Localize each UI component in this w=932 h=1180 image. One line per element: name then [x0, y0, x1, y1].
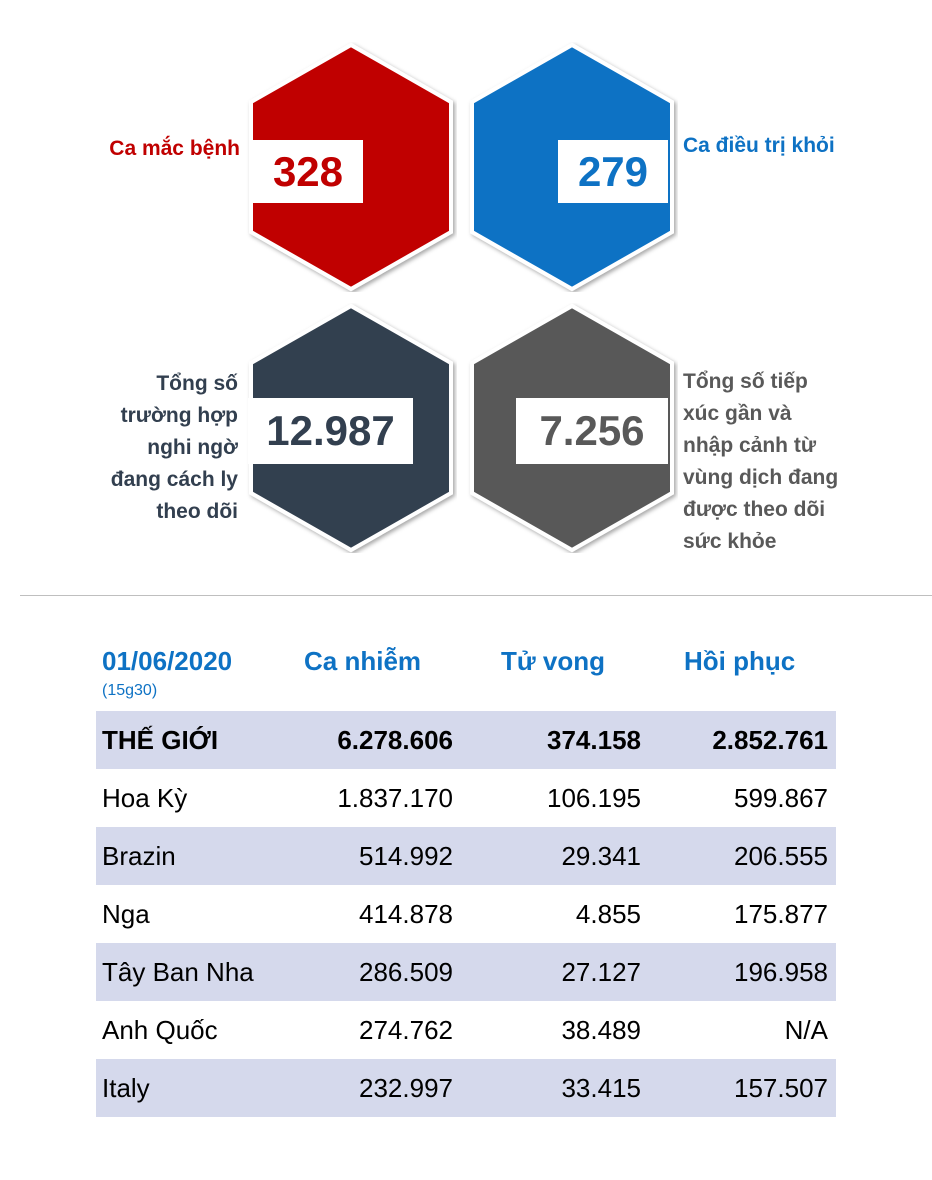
table-row: Brazin 514.992 29.341 206.555	[96, 827, 836, 885]
row-cases: 286.509	[359, 957, 453, 987]
monitored-value: 7.256	[516, 398, 668, 464]
quarantined-label: Tổng số trường hợp nghi ngờ đang cách ly…	[110, 372, 238, 523]
row-recovered: 175.877	[734, 899, 828, 929]
row-name: THẾ GIỚI	[102, 725, 219, 755]
row-cases: 6.278.606	[337, 725, 453, 755]
row-cases: 232.997	[359, 1073, 453, 1103]
row-recovered: 196.958	[734, 957, 828, 987]
cases-label: Ca mắc bệnh	[109, 137, 240, 160]
row-recovered: 2.852.761	[712, 725, 828, 755]
quarantined-value: 12.987	[248, 398, 413, 464]
row-name: Tây Ban Nha	[102, 957, 254, 987]
row-cases: 414.878	[359, 899, 453, 929]
table-row-world: THẾ GIỚI 6.278.606 374.158 2.852.761	[96, 711, 836, 769]
table-row: Tây Ban Nha 286.509 27.127 196.958	[96, 943, 836, 1001]
row-deaths: 29.341	[561, 841, 641, 871]
row-recovered: 157.507	[734, 1073, 828, 1103]
row-name: Anh Quốc	[102, 1015, 218, 1045]
row-recovered: 599.867	[734, 783, 828, 813]
row-cases: 1.837.170	[337, 783, 453, 813]
monitored-label: Tổng số tiếp xúc gần và nhập cảnh từ vùn…	[683, 370, 839, 553]
table-time: (15g30)	[102, 682, 158, 699]
table-row: Nga 414.878 4.855 175.877	[96, 885, 836, 943]
country-table: THẾ GIỚI 6.278.606 374.158 2.852.761 Hoa…	[96, 711, 836, 1117]
table-row: Italy 232.997 33.415 157.507	[96, 1059, 836, 1117]
header-cases: Ca nhiễm	[304, 646, 422, 676]
row-recovered: 206.555	[734, 841, 828, 871]
header-recovered: Hồi phục	[684, 646, 796, 676]
recovered-label: Ca điều trị khỏi	[683, 134, 835, 157]
row-deaths: 374.158	[547, 725, 641, 755]
cases-value: 328	[253, 140, 363, 203]
row-deaths: 4.855	[575, 899, 641, 929]
header-deaths: Tử vong	[501, 646, 606, 676]
row-deaths: 33.415	[561, 1073, 641, 1103]
table-header: 01/06/2020 (15g30) Ca nhiễm Tử vong Hồi …	[96, 640, 836, 710]
table-row: Anh Quốc 274.762 38.489 N/A	[96, 1001, 836, 1059]
row-cases: 274.762	[359, 1015, 453, 1045]
section-divider	[20, 595, 932, 596]
table-row: Hoa Kỳ 1.837.170 106.195 599.867	[96, 769, 836, 827]
row-deaths: 27.127	[561, 957, 641, 987]
row-recovered: N/A	[784, 1015, 828, 1045]
row-name: Nga	[102, 899, 150, 929]
row-cases: 514.992	[359, 841, 453, 871]
table-date: 01/06/2020	[102, 646, 233, 676]
row-name: Hoa Kỳ	[102, 783, 188, 813]
row-name: Brazin	[102, 841, 176, 871]
row-deaths: 38.489	[561, 1015, 641, 1045]
row-name: Italy	[102, 1073, 150, 1103]
row-deaths: 106.195	[547, 783, 641, 813]
recovered-value: 279	[558, 140, 668, 203]
